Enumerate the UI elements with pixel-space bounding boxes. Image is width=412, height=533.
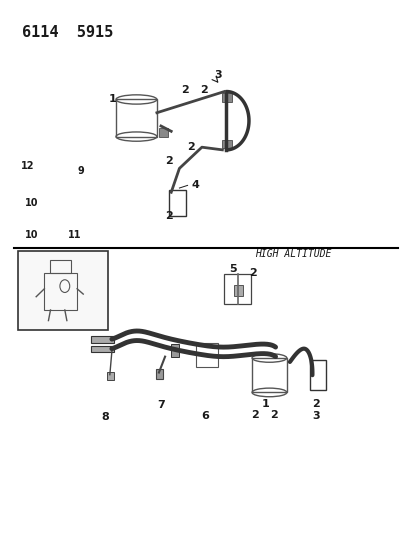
Text: 2: 2 <box>200 85 208 94</box>
Text: 2: 2 <box>181 85 189 94</box>
Bar <box>252 358 287 392</box>
Bar <box>18 251 108 330</box>
Bar <box>116 100 157 136</box>
Text: 2: 2 <box>313 399 321 409</box>
Text: 11: 11 <box>68 230 82 240</box>
Text: 2: 2 <box>249 268 257 278</box>
Bar <box>222 93 232 102</box>
Text: 2: 2 <box>165 211 173 221</box>
Text: 9: 9 <box>78 166 84 176</box>
Bar <box>234 285 243 296</box>
Text: 4: 4 <box>192 180 199 190</box>
Text: HIGH ALTITUDE: HIGH ALTITUDE <box>255 248 332 259</box>
Bar <box>196 343 218 367</box>
Bar <box>91 336 114 343</box>
Bar <box>107 372 114 381</box>
Bar <box>44 273 77 310</box>
Text: 1: 1 <box>262 399 269 409</box>
Text: 3: 3 <box>214 70 222 80</box>
Bar <box>156 369 164 379</box>
Text: 12: 12 <box>21 161 35 171</box>
Text: 7: 7 <box>157 400 165 410</box>
Text: 2: 2 <box>269 410 277 420</box>
Text: 1: 1 <box>108 94 116 104</box>
Bar <box>310 360 326 390</box>
Bar <box>91 346 114 352</box>
Bar <box>51 260 71 273</box>
Text: 6114  5915: 6114 5915 <box>22 25 113 41</box>
Text: 3: 3 <box>313 411 320 421</box>
Text: 10: 10 <box>25 230 39 240</box>
Bar <box>169 190 185 216</box>
Bar <box>225 274 251 304</box>
Text: 6: 6 <box>201 411 209 421</box>
Text: 2: 2 <box>165 156 173 166</box>
Text: 2: 2 <box>187 142 195 152</box>
Bar <box>222 140 232 148</box>
Text: 8: 8 <box>102 412 110 422</box>
Text: 5: 5 <box>229 264 236 274</box>
Text: 10: 10 <box>25 198 39 208</box>
Bar <box>159 127 168 137</box>
Text: 2: 2 <box>251 410 259 420</box>
Bar <box>171 344 178 357</box>
